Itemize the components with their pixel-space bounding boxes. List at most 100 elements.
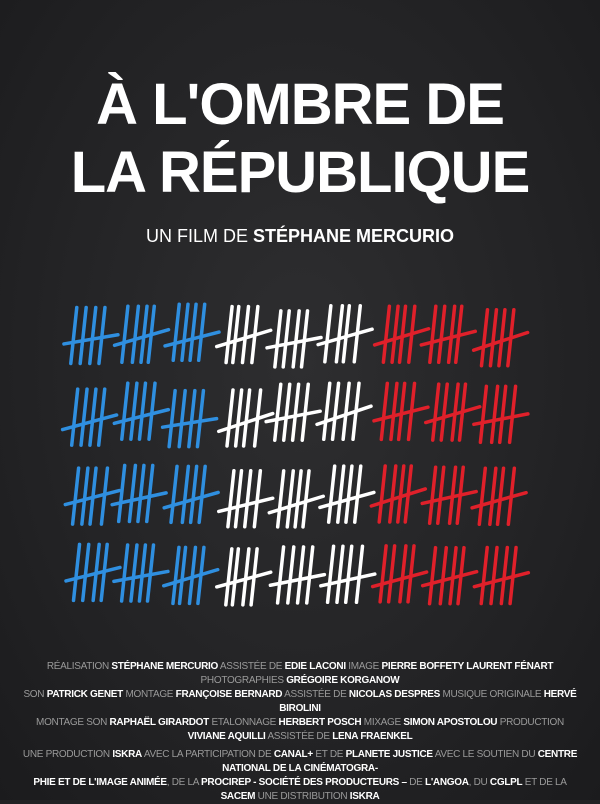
credit-name: VIVIANE AQUILLI [187,731,266,742]
tally-stroke [80,542,91,603]
tally-stroke [396,381,407,442]
tally-group [217,468,275,529]
credit-role: ETALONNAGE [208,717,279,728]
tally-stroke [291,309,301,369]
tally-group [267,469,326,529]
tally-slash [217,496,275,514]
tally-group [315,381,373,442]
tally-stroke [489,384,500,445]
tally-stroke [378,544,388,604]
credit-role: ET DE LA [522,777,567,788]
tally-stroke [322,381,332,442]
tally-stroke [196,302,207,363]
credit-role: ASSISTÉE DE [217,661,285,672]
credits-line: SON PATRICK GENET MONTAGE FRANÇOISE BERN… [20,688,580,716]
tally-slash [370,570,429,589]
tally-stroke [224,304,234,365]
tally-stroke [330,381,341,442]
credit-role: MONTAGE [122,689,176,700]
tally-stroke [130,304,141,365]
tally-stroke [448,545,458,606]
tally-slash [372,327,431,347]
credit-name: PATRICK GENET [46,689,124,700]
tally-stroke [478,384,489,445]
tally-stroke [129,381,139,441]
credit-role: PHOTOGRAPHIES [200,675,287,686]
credit-name: PHIE ET DE L'IMAGE ANIMÉE [33,777,167,788]
tally-group [419,304,478,365]
tally-slash [372,405,430,423]
tally-stroke [301,469,311,529]
tally-stroke [273,309,283,369]
tally-stroke [497,307,507,368]
tally-slash [112,569,170,584]
tally-stroke [334,304,345,364]
tally-slash [316,327,374,347]
tally-slash [472,412,530,427]
tally-group [160,388,219,449]
credit-role: MUSIQUE ORIGINALE [440,689,544,700]
tally-stroke [336,464,346,524]
tally-slash [267,494,326,515]
tally-stroke [167,388,177,449]
tally-slash [112,407,171,426]
tally-stroke [195,388,206,449]
tally-stroke [489,545,499,606]
tally-group [60,387,119,447]
credit-role: ASSISTÉE DE [265,731,333,742]
tally-group [214,304,273,365]
tally-stroke [396,464,406,524]
tally-stroke [479,307,490,368]
tally-slash [265,335,323,350]
tally-stroke [388,464,398,524]
tally-slash [419,329,478,347]
tally-stroke [129,543,139,603]
tally-group [161,545,220,606]
credit-name: PROCIREP - SOCIÉTÉ DES PRODUCTEURS – [201,777,407,788]
tally-group [63,466,122,526]
tally-stroke [233,388,244,448]
tally-group [318,464,376,524]
tally-marks-flag [60,302,531,607]
tally-stroke [120,304,130,365]
tally-stroke [275,545,286,605]
tally-stroke [344,464,354,524]
tally-slash [369,487,428,508]
credit-name: PLANETE JUSTICE [345,749,433,760]
subtitle-prefix: UN FILM DE [145,226,248,246]
tally-stroke [335,544,345,605]
tally-stroke [169,464,179,525]
tally-group [62,305,120,366]
tally-stroke [427,465,438,525]
credit-name: CANAL+ [273,749,313,760]
tally-stroke [406,544,416,604]
tally-stroke [171,302,181,363]
credit-name: NICOLAS DESPRES [348,689,440,700]
tally-stroke [341,381,351,442]
tally-stroke [231,304,241,365]
tally-stroke [230,547,241,607]
tally-stroke [323,304,333,364]
tally-stroke [241,388,252,448]
tally-group [265,309,323,369]
credit-role: DE [406,777,426,788]
tally-slash [215,570,273,589]
tally-stroke [397,304,408,364]
tally-stroke [240,304,251,365]
credits-line: RÉALISATION STÉPHANE MERCURIO ASSISTÉE D… [20,660,580,688]
credit-role: AVEC LA PARTICIPATION DE [141,749,274,760]
credits-line: MONTAGE SON RAPHAËL GIRARDOT ETALONNAGE … [20,716,580,744]
tally-slash [318,490,376,510]
credit-role: , DE LA [166,777,202,788]
tally-group [110,463,168,524]
tally-group [471,307,530,368]
tally-stroke [127,463,138,524]
tally-stroke [171,545,181,606]
tally-stroke [188,464,199,525]
credit-name: HERVÉ BIROLINI [279,689,577,714]
tally-stroke [96,387,107,447]
tally-slash [264,409,322,424]
tally-stroke [88,305,98,366]
tally-slash [60,413,119,432]
credit-name: ISKRA [112,749,142,760]
